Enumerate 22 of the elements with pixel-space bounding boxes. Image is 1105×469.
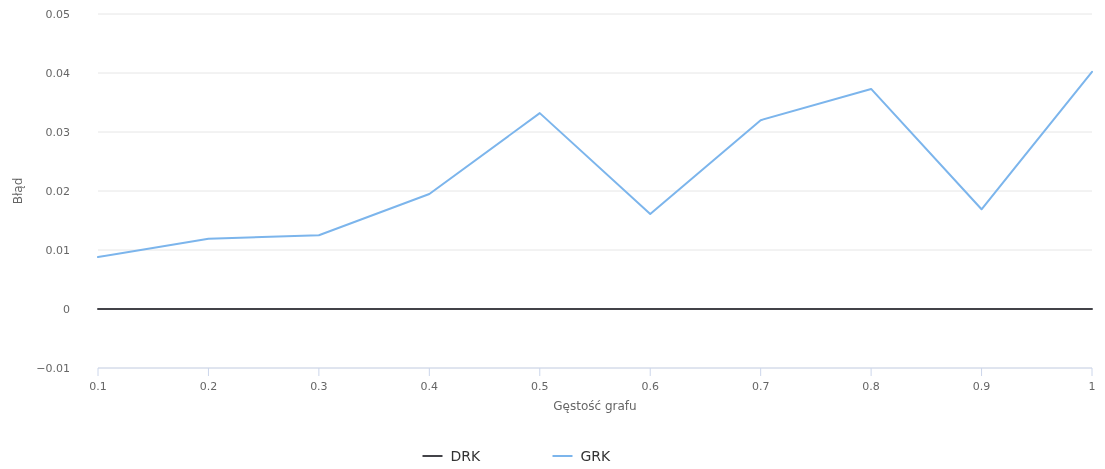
y-tick-label: 0 bbox=[63, 303, 70, 316]
x-tick-label: 0.8 bbox=[862, 380, 880, 393]
x-tick-label: 0.5 bbox=[531, 380, 549, 393]
y-axis-title: Błąd bbox=[11, 177, 25, 205]
x-tick-label: 0.1 bbox=[89, 380, 107, 393]
x-tick-label: 1 bbox=[1088, 380, 1096, 393]
y-tick-label: −0.01 bbox=[36, 362, 70, 375]
y-tick-label: 0.05 bbox=[45, 8, 70, 21]
legend-label: GRK bbox=[580, 448, 612, 464]
x-tick-label: 0.6 bbox=[641, 380, 659, 393]
line-series bbox=[97, 70, 1093, 259]
x-tick-label: 0.9 bbox=[972, 380, 991, 393]
x-tick-label: 0.4 bbox=[420, 380, 439, 393]
y-tick-label: 0.01 bbox=[45, 244, 70, 257]
y-tick-label: 0.03 bbox=[45, 126, 70, 139]
y-tick-label: 0.02 bbox=[45, 185, 70, 198]
x-tick-label: 0.2 bbox=[199, 380, 218, 393]
x-axis-title: Gęstość grafu bbox=[553, 399, 637, 413]
x-tick-label: 0.3 bbox=[310, 380, 328, 393]
y-tick-label: 0.04 bbox=[45, 67, 70, 80]
legend-label: DRK bbox=[450, 448, 482, 464]
x-tick-label: 0.7 bbox=[751, 380, 770, 393]
